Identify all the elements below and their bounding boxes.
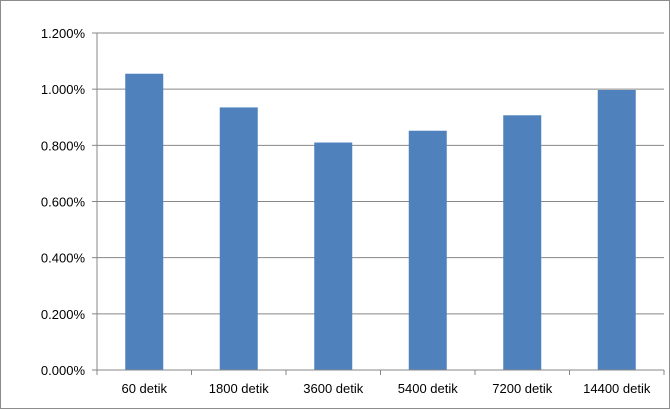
x-tick-label: 1800 detik <box>209 381 269 396</box>
x-tick-label: 7200 detik <box>492 381 552 396</box>
y-tick-label: 0.000% <box>41 363 86 378</box>
bar <box>219 107 258 370</box>
y-tick-label: 0.200% <box>41 307 86 322</box>
y-tick-label: 0.800% <box>41 138 86 153</box>
bar-series <box>125 73 636 371</box>
x-axis-tick-labels: 60 detik 1800 detik 3600 detik 5400 detik 72… <box>121 381 650 396</box>
x-tick-label: 60 detik <box>121 381 167 396</box>
y-tick-label: 0.400% <box>41 251 86 266</box>
bar <box>597 90 636 371</box>
y-tick-label: 0.600% <box>41 195 86 210</box>
bar <box>408 130 447 370</box>
bar <box>314 142 353 370</box>
x-tick-label: 3600 detik <box>303 381 363 396</box>
y-axis-tick-labels: 0.000% 0.200% 0.400% 0.600% 0.800% 1.000% 1.20… <box>41 26 86 378</box>
x-tick-label: 5400 detik <box>398 381 458 396</box>
y-tick-label: 1.000% <box>41 82 86 97</box>
gridlines <box>92 32 665 375</box>
bar <box>125 73 164 371</box>
y-tick-label: 1.200% <box>41 26 86 41</box>
x-tick-label: 14400 detik <box>583 381 651 396</box>
bar <box>503 115 542 370</box>
